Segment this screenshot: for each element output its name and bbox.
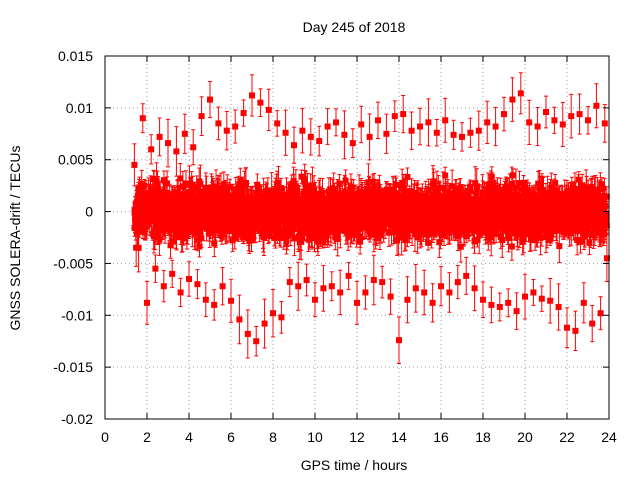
data-point	[237, 177, 244, 184]
data-point	[153, 177, 160, 184]
data-point	[286, 195, 293, 202]
data-point	[234, 195, 241, 202]
data-point	[327, 226, 334, 233]
data-point	[188, 186, 195, 193]
data-point	[177, 175, 184, 182]
data-point	[278, 185, 285, 192]
data-point	[207, 193, 214, 200]
data-point	[304, 182, 311, 189]
data-point	[153, 194, 160, 201]
data-point	[154, 182, 161, 189]
data-point	[240, 231, 247, 238]
data-point	[291, 235, 298, 242]
data-point	[268, 187, 275, 194]
data-point	[276, 228, 283, 235]
data-point	[194, 236, 201, 243]
data-point	[318, 195, 325, 202]
data-point	[333, 230, 340, 237]
data-point	[157, 227, 164, 234]
data-point	[309, 229, 316, 236]
data-point	[151, 187, 158, 194]
data-point	[355, 223, 362, 230]
data-point	[141, 182, 148, 189]
data-point	[187, 208, 194, 215]
data-point	[308, 195, 315, 202]
data-point	[246, 238, 253, 245]
data-point	[330, 185, 337, 192]
data-point	[173, 232, 180, 239]
data-point	[160, 177, 167, 184]
data-point	[290, 225, 297, 232]
data-point	[195, 229, 202, 236]
data-point	[298, 238, 305, 245]
data-point	[254, 181, 261, 188]
data-point	[141, 229, 148, 236]
data-point	[211, 240, 218, 247]
data-point	[170, 238, 177, 245]
data-point	[336, 223, 343, 230]
data-point	[232, 187, 239, 194]
data-point	[285, 224, 292, 231]
data-point	[226, 184, 233, 191]
data-point	[299, 228, 306, 235]
data-point	[290, 178, 297, 185]
data-point	[348, 185, 355, 192]
data-point	[357, 233, 364, 240]
data-point	[353, 228, 360, 235]
data-series	[131, 72, 610, 364]
data-point	[334, 235, 341, 242]
data-point	[197, 180, 204, 187]
data-point	[277, 234, 284, 241]
data-point	[186, 180, 193, 187]
data-point	[298, 173, 305, 180]
data-point	[133, 219, 140, 226]
data-point	[196, 243, 203, 250]
data-point	[260, 230, 267, 237]
data-point	[242, 179, 249, 186]
data-point	[324, 203, 331, 210]
data-point	[306, 236, 313, 243]
data-point	[198, 235, 205, 242]
data-point	[342, 177, 349, 184]
data-point	[179, 226, 186, 233]
data-point	[309, 182, 316, 189]
data-point	[254, 214, 261, 221]
data-point	[134, 193, 141, 200]
data-point	[275, 191, 282, 198]
data-point	[287, 210, 294, 217]
data-point	[266, 232, 273, 239]
data-point	[235, 230, 242, 237]
data-point	[186, 227, 193, 234]
data-point	[292, 183, 299, 190]
data-point	[348, 229, 355, 236]
data-point	[313, 228, 320, 235]
data-point	[212, 226, 219, 233]
data-point	[167, 227, 174, 234]
data-point	[189, 181, 196, 188]
data-point	[182, 180, 189, 187]
data-point	[337, 227, 344, 234]
